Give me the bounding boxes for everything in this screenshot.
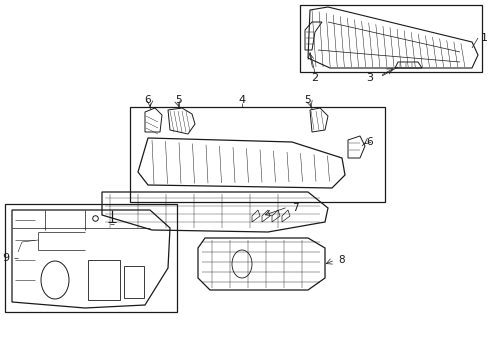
Text: 6: 6 [144, 95, 151, 105]
Bar [299, 5, 481, 72]
Text: 8: 8 [338, 255, 345, 265]
Text: 7: 7 [291, 203, 298, 213]
Bar [88, 260, 120, 300]
Text: 5: 5 [174, 95, 181, 105]
Text: 5: 5 [304, 95, 311, 105]
Text: 9: 9 [2, 253, 9, 263]
Text: 4: 4 [238, 95, 245, 105]
Text: 2: 2 [311, 73, 318, 83]
Text: 3: 3 [366, 73, 373, 83]
Bar [5, 204, 177, 312]
Bar [130, 107, 384, 202]
Text: 1: 1 [480, 33, 487, 43]
Bar [124, 266, 143, 298]
Text: 6: 6 [366, 137, 372, 147]
